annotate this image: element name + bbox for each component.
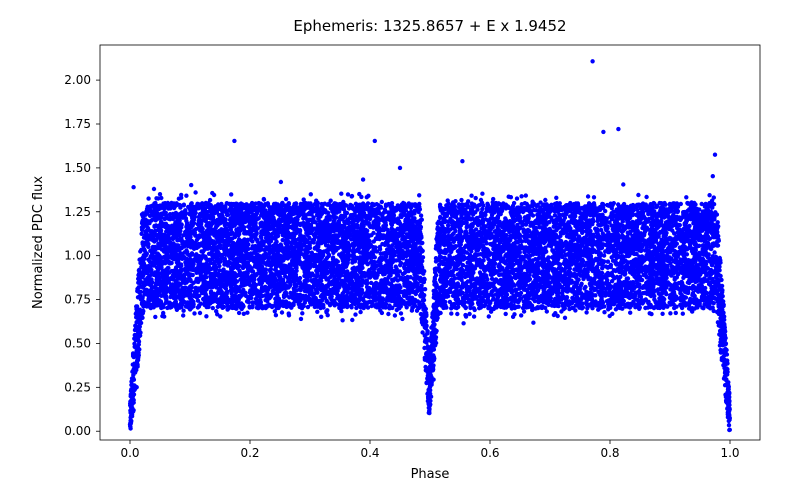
x-tick-label: 0.0 [120, 446, 139, 460]
chart-title: Ephemeris: 1325.8657 + E x 1.9452 [293, 17, 566, 35]
y-tick-label: 1.25 [64, 205, 91, 219]
chart-svg: 0.0 0.2 0.4 0.6 0.8 1.0 0.00 0.25 0.50 0.75 1.00 1.… [0, 0, 800, 500]
light-curve-chart: 0.0 0.2 0.4 0.6 0.8 1.0 0.00 0.25 0.50 0.75 1.00 1.… [0, 0, 800, 500]
y-tick-label: 1.75 [64, 117, 91, 131]
y-tick-label: 0.50 [64, 336, 91, 350]
x-tick-label: 0.8 [600, 446, 619, 460]
x-tick-label: 1.0 [720, 446, 739, 460]
x-tick-label: 0.6 [480, 446, 499, 460]
y-tick-label: 2.00 [64, 73, 91, 87]
y-tick-label: 0.00 [64, 424, 91, 438]
y-axis-label: Normalized PDC flux [31, 176, 46, 309]
y-tick-label: 0.25 [64, 380, 91, 394]
x-tick-label: 0.2 [240, 446, 259, 460]
x-tick-label: 0.4 [360, 446, 379, 460]
y-tick-label: 1.00 [64, 249, 91, 263]
y-tick-label: 1.50 [64, 161, 91, 175]
x-axis-label: Phase [411, 467, 450, 482]
y-tick-label: 0.75 [64, 293, 91, 307]
